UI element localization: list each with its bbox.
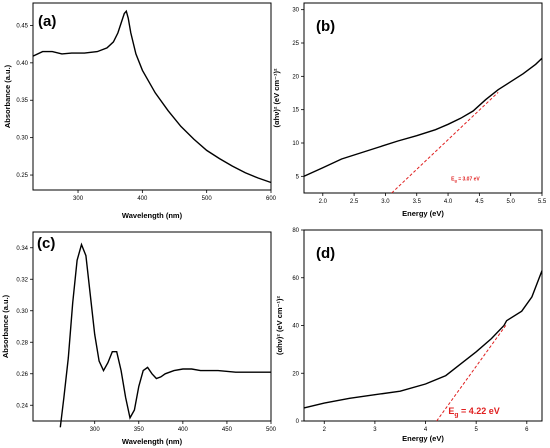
data-series-line [303,270,543,409]
y-tick-label: 60 [292,276,299,282]
bandgap-annotation: Eg = 4.22 eV [448,406,499,419]
x-tick-label: 350 [134,427,145,433]
y-tick-label: 0.35 [16,98,28,104]
y-tick-label: 0.32 [16,277,28,283]
x-tick-label: 4 [424,427,428,433]
y-tick-label: 0.28 [16,340,28,346]
x-tick-label: 3.0 [381,199,390,205]
x-tick-label: 600 [266,196,277,202]
x-tick-label: 300 [90,427,101,433]
y-tick-label: 0.26 [16,372,28,378]
y-tick-label: 40 [292,324,299,330]
y-axis-label: Absorbance (a.u.) [1,294,10,358]
y-tick-label: 5 [296,174,300,180]
panel-c: 300 350 400 450 500 0.24 0.26 0.28 0.30 0.32 0.34 W… [1,231,277,446]
plot-frame [303,2,543,194]
x-tick-label: 6 [525,427,529,433]
panel-label: (b) [316,18,335,35]
x-tick-label: 4.5 [475,199,484,205]
x-tick-label: 450 [222,427,233,433]
y-tick-label: 0.40 [16,61,28,67]
x-tick-label: 2.5 [350,199,359,205]
data-series-line [59,242,271,428]
panel-label: (d) [316,245,335,262]
x-tick-label: 2 [323,427,327,433]
y-tick-label: 20 [292,371,299,377]
x-tick-label: 400 [178,427,189,433]
y-tick-label: 0.24 [16,403,28,409]
panel-b: 2.0 2.5 3.0 3.5 4.0 4.5 5.0 5.5 5 10 15 20 25 30 Energ… [272,2,547,218]
y-tick-label: 20 [292,74,299,80]
x-tick-label: 3.5 [413,199,422,205]
plot-frame [303,229,543,422]
x-axis-label: Energy (eV) [402,434,444,443]
y-tick-label: 0.45 [16,23,28,29]
y-tick-label: 15 [292,108,299,114]
y-tick-label: 0.30 [16,136,28,142]
panel-label: (a) [38,13,56,30]
x-tick-label: 2.0 [319,199,328,205]
data-series-line [32,9,272,184]
x-tick-label: 300 [73,196,84,202]
x-axis-label: Energy (eV) [402,209,444,218]
x-axis-label: Wavelength (nm) [122,211,183,220]
y-tick-label: 0.30 [16,309,28,315]
x-tick-label: 500 [266,427,277,433]
y-tick-label: 0 [296,419,300,425]
x-tick-label: 500 [202,196,213,202]
x-tick-label: 400 [137,196,148,202]
y-axis-label: Absorbance (a.u.) [3,64,12,128]
y-tick-label: 30 [292,8,299,14]
data-series-line [303,57,543,177]
y-tick-label: 80 [292,228,299,234]
x-tick-label: 5.5 [538,199,547,205]
y-tick-label: 0.25 [16,173,28,179]
tauc-fit-line [391,91,499,194]
y-tick-label: 25 [292,41,299,47]
y-tick-label: 10 [292,141,299,147]
x-tick-label: 3 [373,427,377,433]
panel-a: 300 400 500 600 0.25 0.30 0.35 0.40 0.45 Waveleng… [3,2,277,220]
y-axis-label: (αhν)² (eV cm⁻¹)² [272,68,281,127]
plot-frame [32,231,272,422]
plot-frame [32,2,272,191]
bandgap-annotation: Eg = 3.07 eV [451,176,480,183]
panel-label: (c) [37,235,55,252]
x-tick-label: 5 [474,427,478,433]
y-tick-label: 0.34 [16,246,28,252]
x-tick-label: 5.0 [507,199,516,205]
x-tick-label: 4.0 [444,199,453,205]
x-axis-label: Wavelength (nm) [122,437,183,446]
y-axis-label: (αhν)² (eV cm⁻¹)² [275,296,284,355]
